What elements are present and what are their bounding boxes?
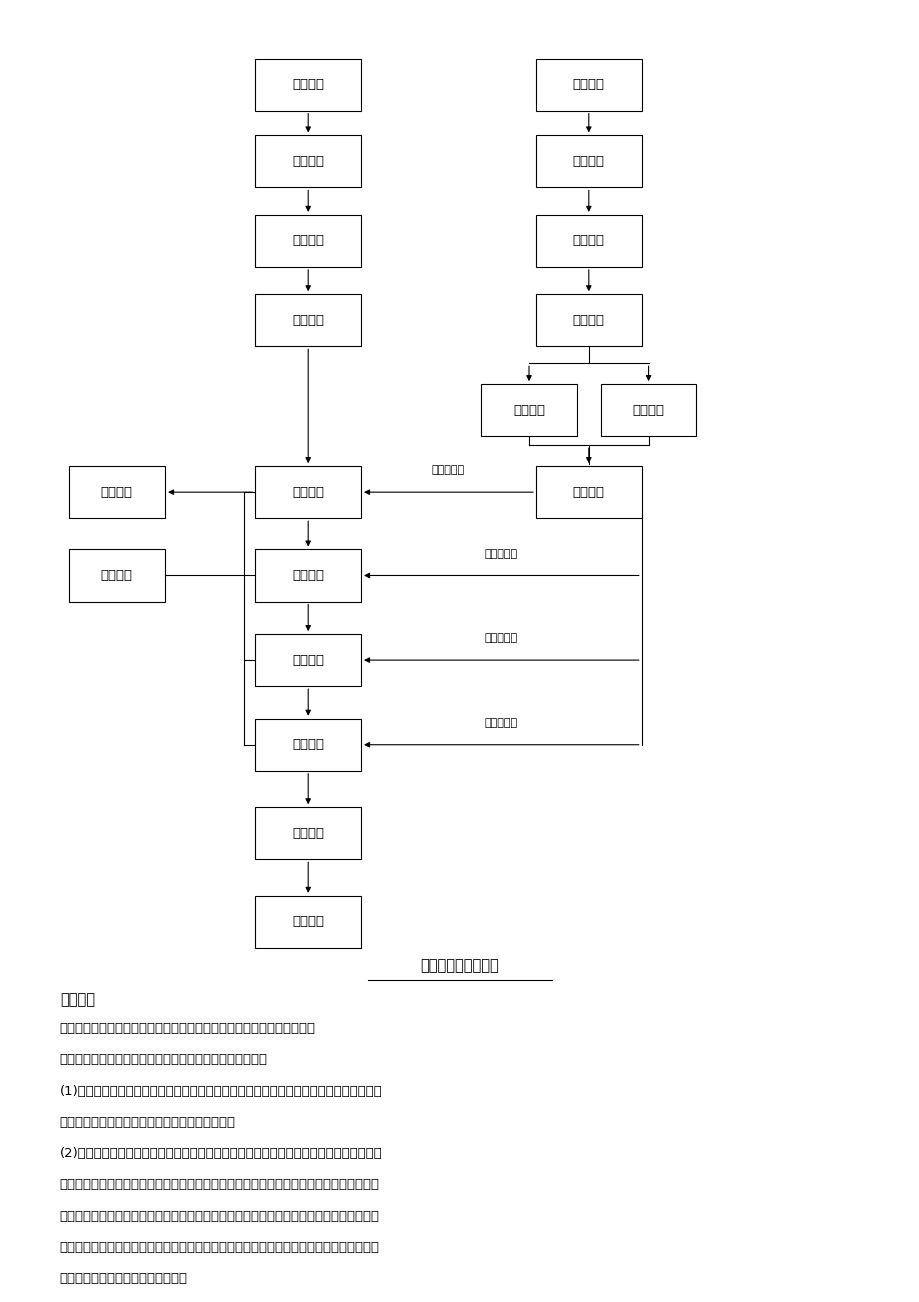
Text: 合格性检查: 合格性检查 [484,717,517,728]
FancyBboxPatch shape [600,384,696,436]
FancyBboxPatch shape [255,807,361,859]
Text: 支撑绑扎: 支撑绑扎 [101,486,132,499]
Text: 或去掉大量碴土堆积物后回填土方时，要注意对新填土壤分层次分实，并适量增加填土量，: 或去掉大量碴土堆积物后回填土方时，要注意对新填土壤分层次分实，并适量增加填土量， [60,1210,380,1223]
FancyBboxPatch shape [255,294,361,346]
FancyBboxPatch shape [255,466,361,518]
Text: (2)整理现场根据设计图纸的要求，将绿化地段与其他用地界限区划开来，整理出预定的地: (2)整理现场根据设计图纸的要求，将绿化地段与其他用地界限区划开来，整理出预定的… [60,1147,382,1160]
Text: 装卸运输: 装卸运输 [573,486,604,499]
FancyBboxPatch shape [69,549,165,602]
FancyBboxPatch shape [255,549,361,602]
Text: 否则一经下雨自行下沉，会形成低洼坑地，如地面下沉后回填土壤，则树木被深埋，易造成: 否则一经下雨自行下沉，会形成低洼坑地，如地面下沉后回填土壤，则树木被深埋，易造成 [60,1241,380,1254]
FancyBboxPatch shape [255,634,361,686]
Text: 计划进苗: 计划进苗 [573,78,604,91]
Text: 草花种植: 草花种植 [292,654,323,667]
Text: 竣工验收: 竣工验收 [292,915,323,928]
Text: 包干束冠: 包干束冠 [573,234,604,247]
FancyBboxPatch shape [536,135,641,187]
Text: 死株；现场清理后将土面加以平整。: 死株；现场清理后将土面加以平整。 [60,1272,187,1285]
FancyBboxPatch shape [255,719,361,771]
Text: 土球包扎: 土球包扎 [513,404,544,417]
FancyBboxPatch shape [536,59,641,111]
FancyBboxPatch shape [536,466,641,518]
FancyBboxPatch shape [536,294,641,346]
Text: 穴土改良: 穴土改良 [292,314,323,327]
Text: 形，或平地或起伏坡地，使其与周围排水趋向一致。对于土方工程，应先挖后垫、洼地填土: 形，或平地或起伏坡地，使其与周围排水趋向一致。对于土方工程，应先挖后垫、洼地填土 [60,1178,380,1191]
FancyBboxPatch shape [69,466,165,518]
Text: 合格性检查: 合格性检查 [484,633,517,643]
Text: 施工前必须对施工现场进行有关准备工作，做到有备无患。: 施工前必须对施工现场进行有关准备工作，做到有备无患。 [60,1053,267,1066]
Text: 灌木栽植: 灌木栽植 [292,569,323,582]
Text: 合格性检查: 合格性检查 [431,465,465,475]
FancyBboxPatch shape [255,215,361,267]
Text: 苗木种植工艺流程图: 苗木种植工艺流程图 [420,958,499,974]
Text: 整地，即土壤改良和土壤管理，是保证树木成活和健壮生长的有力措施。: 整地，即土壤改良和土壤管理，是保证树木成活和健壮生长的有力措施。 [60,1022,315,1035]
Text: 草皮铺设: 草皮铺设 [292,738,323,751]
Text: 一、整地: 一、整地 [60,992,95,1008]
Text: 疏枝修剪: 疏枝修剪 [573,155,604,168]
FancyBboxPatch shape [481,384,576,436]
Text: 施工准备: 施工准备 [292,78,323,91]
Text: 乔木栽植: 乔木栽植 [292,486,323,499]
FancyBboxPatch shape [255,59,361,111]
FancyBboxPatch shape [255,135,361,187]
Text: 现场清理: 现场清理 [292,827,323,840]
Text: (1)清理障碍在施工场地上，凡对施工有碍的一切障碍物如堆放的杂物、砖石块等要清除干: (1)清理障碍在施工场地上，凡对施工有碍的一切障碍物如堆放的杂物、砖石块等要清除… [60,1085,382,1098]
Text: 合格性检查: 合格性检查 [484,548,517,559]
Text: 小苗包装: 小苗包装 [632,404,664,417]
FancyBboxPatch shape [255,896,361,948]
Text: 苗木管养: 苗木管养 [101,569,132,582]
Text: 净。一般情况下已有树木凡能保留的尽可能保留。: 净。一般情况下已有树木凡能保留的尽可能保留。 [60,1116,235,1129]
Text: 树穴开挖: 树穴开挖 [292,234,323,247]
Text: 苗木起挖: 苗木起挖 [573,314,604,327]
Text: 放样定位: 放样定位 [292,155,323,168]
FancyBboxPatch shape [536,215,641,267]
